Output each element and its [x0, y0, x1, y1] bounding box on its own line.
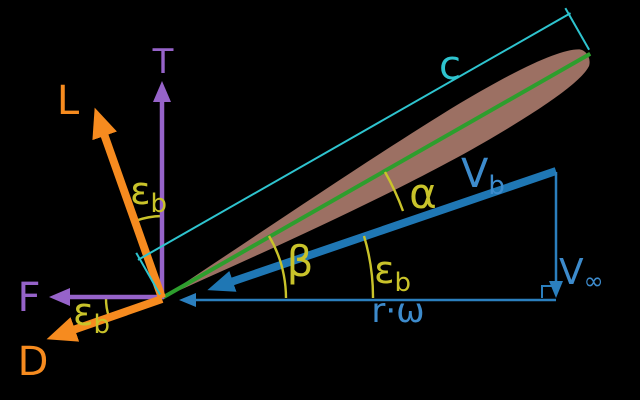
chord-dimension-line	[137, 12, 572, 261]
right-angle-icon	[541, 285, 553, 298]
lift-arrow	[92, 107, 166, 300]
drag-arrow	[46, 295, 164, 342]
epsilon-b-label-left: εb	[73, 290, 110, 340]
alpha-label: α	[409, 169, 437, 218]
alpha-angle-arc	[383, 171, 405, 212]
r-omega-label: r·ω	[371, 291, 424, 331]
chord-dimension-tick-tip	[564, 7, 590, 51]
beta-angle-arc	[267, 235, 288, 299]
chord-line	[161, 52, 592, 300]
epsilon-b-label-top: εb	[130, 169, 167, 219]
lift-label: L	[57, 78, 80, 124]
drag-label: D	[18, 339, 49, 385]
epsilon-b-label-right: εb	[374, 248, 411, 298]
chord-dimension-tick-root	[135, 252, 161, 296]
chord-label: c	[439, 43, 461, 89]
thrust-label: T	[152, 42, 174, 82]
v-b-arrow	[207, 167, 558, 292]
v-infinity-label: V∞	[559, 252, 604, 295]
chord-dimension	[135, 7, 590, 296]
v-b-label: Vb	[461, 151, 505, 201]
in-plane-force-label: F	[17, 275, 40, 321]
beta-label: β	[287, 237, 314, 286]
airfoil-group	[161, 49, 592, 300]
epsilon-b-angle-arc-right	[362, 235, 375, 299]
